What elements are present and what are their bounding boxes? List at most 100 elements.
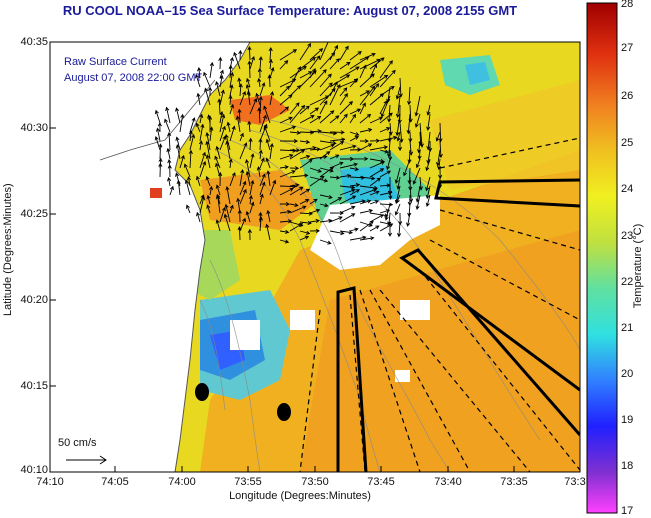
current-vector: [158, 162, 163, 178]
current-vector: [205, 132, 211, 151]
current-vector: [245, 170, 251, 187]
current-vector: [164, 118, 171, 133]
current-vector: [425, 185, 431, 200]
current-vector: [369, 93, 385, 106]
current-vector: [289, 205, 307, 214]
current-vector: [279, 148, 297, 153]
ytick-label: 40:15: [20, 380, 48, 392]
current-vector: [349, 131, 360, 137]
current-vector: [228, 64, 233, 79]
current-vector: [228, 158, 233, 169]
current-vector: [407, 167, 412, 185]
current-vector: [359, 73, 375, 88]
current-vector: [406, 86, 412, 106]
colorbar-tick: 21: [621, 322, 634, 334]
current-vector: [309, 176, 329, 183]
current-vector: [205, 175, 211, 187]
current-vector: [169, 185, 174, 196]
current-vector: [289, 173, 309, 178]
current-vector: [269, 179, 277, 196]
current-vector: [225, 140, 231, 160]
current-vector: [188, 130, 193, 142]
current-vector: [255, 92, 261, 106]
current-vector: [223, 213, 231, 232]
current-vector: [289, 223, 304, 232]
surface-current-vectors: [154, 42, 443, 245]
sst-field: [50, 42, 580, 472]
current-vector: [359, 138, 369, 144]
current-vector: [239, 142, 248, 160]
current-vector: [279, 116, 293, 124]
current-vector: [239, 180, 247, 196]
scale-arrow: [66, 455, 107, 465]
current-vector: [269, 91, 275, 106]
current-vector: [319, 100, 328, 115]
xtick-label: 73:3: [564, 476, 586, 488]
current-vector: [219, 125, 226, 142]
current-vector: [289, 85, 302, 97]
current-vector: [237, 226, 242, 241]
current-vector: [379, 135, 398, 142]
current-vector: [246, 90, 251, 106]
current-vector: [249, 179, 255, 196]
current-vector: [319, 73, 332, 88]
current-vector: [359, 85, 376, 106]
current-vector: [247, 60, 252, 79]
current-vector: [388, 149, 393, 161]
xtick-label: 73:35: [500, 476, 528, 488]
current-vector: [247, 46, 252, 61]
current-vector: [339, 213, 356, 223]
current-vector: [289, 186, 304, 196]
current-vector: [197, 66, 202, 79]
current-vector: [198, 140, 203, 151]
current-vector: [289, 183, 300, 188]
current-vector: [395, 86, 401, 100]
current-vector: [219, 74, 224, 88]
current-vector: [205, 154, 211, 169]
current-vector: [208, 185, 214, 196]
current-vector: [184, 179, 191, 196]
current-vector: [379, 149, 389, 154]
current-vector: [229, 204, 234, 214]
current-vector: [309, 147, 321, 152]
current-vector: [379, 127, 391, 133]
station-dot: [195, 383, 209, 401]
current-vector: [369, 63, 378, 79]
current-vector: [199, 195, 206, 214]
current-vector: [155, 127, 161, 142]
current-vector: [186, 176, 191, 187]
current-vector: [369, 83, 380, 97]
current-vector: [309, 69, 327, 88]
current-vector: [279, 201, 291, 207]
current-vector: [309, 116, 322, 124]
current-vector: [299, 71, 313, 79]
current-vector: [349, 189, 360, 196]
current-vector: [247, 120, 252, 133]
current-vector: [186, 204, 191, 214]
current-vector: [339, 87, 348, 97]
current-vector: [349, 167, 360, 172]
current-vector: [246, 77, 251, 88]
xtick-label: 73:50: [301, 476, 329, 488]
current-vector: [266, 170, 271, 187]
current-vector: [218, 171, 223, 187]
current-vector: [179, 154, 185, 169]
current-vector: [256, 166, 261, 178]
current-vector: [339, 205, 356, 214]
current-vector: [396, 131, 401, 142]
current-vector: [369, 168, 385, 178]
current-vector: [258, 149, 263, 160]
current-vector: [257, 107, 262, 124]
current-vector: [359, 188, 378, 196]
current-vector: [239, 169, 245, 187]
current-vector: [189, 133, 196, 151]
current-vector: [279, 219, 293, 224]
current-vector: [268, 46, 273, 61]
current-vector: [225, 185, 231, 205]
current-vector: [166, 147, 171, 160]
current-vector: [395, 113, 401, 137]
colorbar-tick: 20: [621, 368, 634, 380]
xtick-label: 73:45: [367, 476, 395, 488]
colorbar-tick: 26: [621, 90, 634, 102]
